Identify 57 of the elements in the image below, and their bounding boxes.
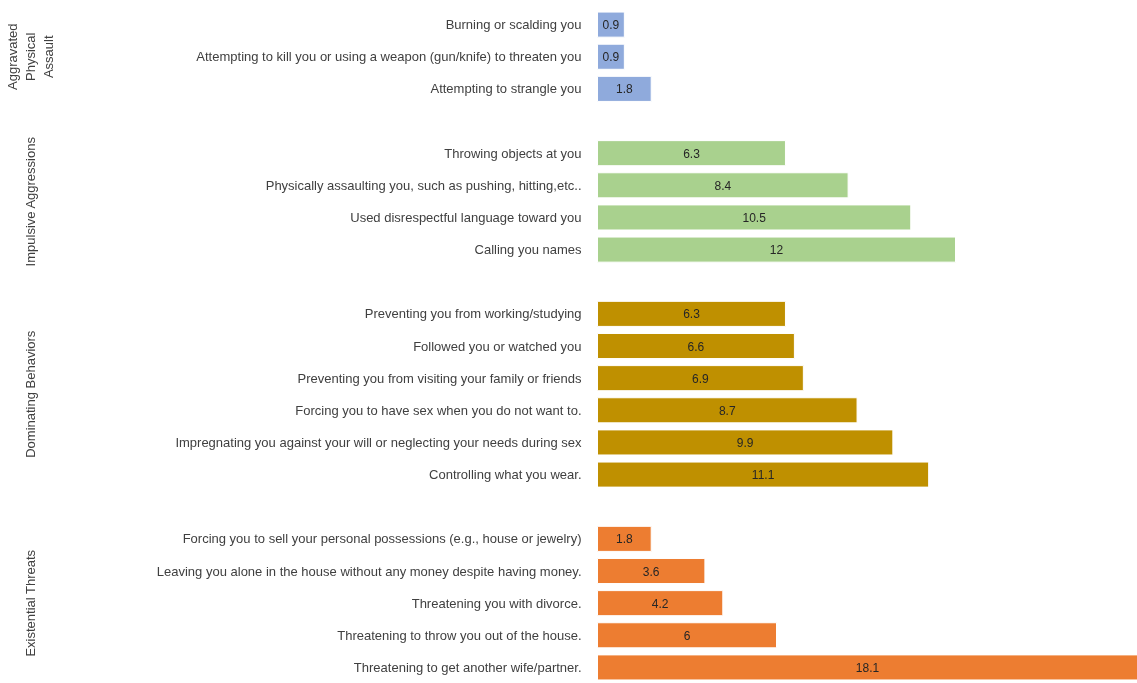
data-label: 8.7 bbox=[718, 403, 736, 418]
y-tick-label: Preventing you from working/studying bbox=[364, 306, 582, 322]
bar bbox=[597, 397, 858, 424]
bar bbox=[597, 429, 894, 456]
y-tick-label: Impregnating you against your will or neglecting your needs during sex bbox=[175, 434, 582, 450]
data-label: 4.2 bbox=[651, 596, 669, 611]
y-tick-label: Forcing you to sell your personal possessions (e.g., house or jewelry) bbox=[182, 531, 582, 547]
bar bbox=[597, 590, 724, 617]
text: Impulsive Aggressions bbox=[23, 136, 38, 267]
y-tick-label: Forcing you to have sex when you do not want to. bbox=[295, 402, 582, 418]
text: Existential Threats bbox=[23, 549, 38, 657]
bar bbox=[597, 300, 786, 327]
bar bbox=[597, 557, 706, 585]
data-label: 10.5 bbox=[742, 210, 767, 225]
bar bbox=[597, 75, 652, 102]
data-label: 1.8 bbox=[616, 532, 634, 547]
y-tick-label: Attempting to kill you or using a weapon (gun/knife) to threaten you bbox=[196, 49, 582, 65]
bar bbox=[597, 236, 957, 263]
bar bbox=[597, 654, 1137, 681]
y-tick-label: Used disrespectful language toward you bbox=[350, 209, 582, 225]
data-label: 6.3 bbox=[683, 307, 701, 322]
y-tick-label: Throwing objects at you bbox=[444, 145, 582, 161]
y-tick-label: Followed you or watched you bbox=[413, 338, 582, 354]
data-label: 1.8 bbox=[616, 82, 634, 97]
y-tick-label: Threatening to throw you out of the house. bbox=[337, 627, 582, 643]
y-tick-label: Physically assaulting you, such as pushing, hitting,etc.. bbox=[265, 177, 582, 193]
bar bbox=[597, 622, 778, 649]
data-label: 0.9 bbox=[602, 50, 620, 65]
y-tick-label: Threatening you with divorce. bbox=[411, 595, 582, 611]
data-label: 18.1 bbox=[855, 660, 880, 675]
data-label: 6.9 bbox=[692, 371, 710, 386]
data-label: 9.9 bbox=[736, 435, 754, 450]
data-label: 6.3 bbox=[683, 146, 701, 161]
y-tick-label: Threatening to get another wife/partner. bbox=[353, 659, 582, 675]
data-label: 6 bbox=[683, 628, 691, 643]
y-tick-label: Leaving you alone in the house without any money despite having money. bbox=[156, 563, 582, 579]
text: Dominating Behaviors bbox=[23, 330, 38, 458]
bar bbox=[597, 525, 652, 552]
data-label: 6.6 bbox=[687, 339, 705, 354]
y-tick-label: Calling you names bbox=[474, 242, 582, 258]
bar bbox=[597, 140, 786, 167]
data-label: 0.9 bbox=[602, 18, 620, 33]
bar bbox=[597, 204, 912, 231]
bar bbox=[597, 11, 625, 38]
data-label: 3.6 bbox=[642, 564, 660, 579]
y-tick-label: Controlling what you wear. bbox=[429, 467, 582, 483]
y-tick-label: Preventing you from visiting your family or friends bbox=[297, 370, 582, 386]
data-label: 12 bbox=[769, 243, 784, 258]
bar bbox=[597, 365, 804, 392]
data-label: 11.1 bbox=[751, 468, 775, 483]
bar bbox=[597, 332, 795, 360]
text: Aggravated Physical Assault bbox=[5, 23, 56, 90]
bar bbox=[597, 461, 930, 488]
y-tick-label: Attempting to strangle you bbox=[430, 81, 582, 97]
bar bbox=[597, 172, 849, 199]
data-label: 8.4 bbox=[714, 178, 732, 193]
y-tick-label: Burning or scalding you bbox=[445, 17, 582, 33]
